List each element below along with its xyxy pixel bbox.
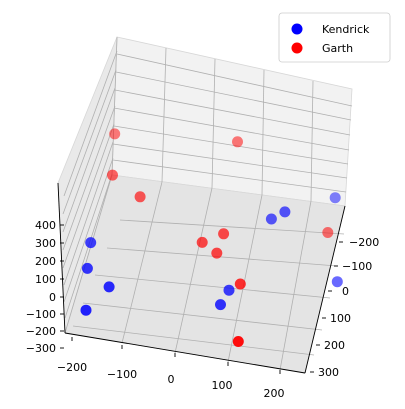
- z-tick-label: 400: [35, 219, 56, 232]
- scatter-point-kendrick: [80, 304, 92, 316]
- x-tick-label: 200: [264, 387, 285, 400]
- z-tick-label: 300: [35, 237, 56, 250]
- grid-line: [63, 157, 114, 303]
- grid-line: [63, 141, 114, 286]
- axis-lines: [57, 182, 346, 374]
- scatter-point-kendrick: [223, 284, 235, 296]
- z-axis-line: [57, 182, 66, 334]
- grid-line: [114, 89, 351, 136]
- scatter-point-kendrick: [331, 276, 343, 288]
- scatter-point-garth: [109, 128, 121, 140]
- y-tick-label: −200: [349, 236, 379, 249]
- grid-line: [119, 219, 345, 235]
- z-tick-label: −100: [26, 308, 56, 321]
- scatter-point-kendrick: [85, 237, 97, 249]
- grid-line: [62, 105, 116, 251]
- y-tick-label: 300: [318, 366, 339, 379]
- y-tick-label: 0: [342, 285, 349, 298]
- scatter-point-garth: [134, 191, 146, 203]
- legend-label-kendrick: Kendrick: [322, 23, 370, 36]
- grid-line: [62, 87, 116, 233]
- y-tick-labels: −200 −100 0 100 200 300: [318, 236, 379, 379]
- grid-line: [112, 143, 348, 179]
- grid-line: [261, 69, 265, 196]
- grid-line: [121, 181, 163, 344]
- x-tick-label: −200: [57, 361, 87, 374]
- x-tick-label: −100: [107, 368, 137, 381]
- grid-line: [111, 36, 118, 176]
- y-tick-label: 200: [324, 339, 345, 352]
- x-axis-line: [64, 332, 306, 374]
- grid-line: [115, 71, 352, 121]
- grid-line: [279, 200, 312, 371]
- grid-line: [82, 302, 323, 331]
- grid-line: [161, 47, 167, 183]
- grid-line: [227, 194, 263, 363]
- grid-line: [174, 187, 213, 354]
- x-tick-labels: −200 −100 0 100 200: [57, 361, 285, 400]
- scatter-point-kendrick: [103, 281, 115, 293]
- grid-line: [72, 325, 315, 356]
- z-tick-label: −300: [26, 342, 56, 355]
- pane-group: [57, 36, 353, 374]
- scatter-points: [80, 128, 343, 347]
- grid-line: [62, 69, 117, 215]
- grid-line: [113, 107, 350, 151]
- floor-pane: [64, 174, 346, 374]
- grid-line: [211, 58, 216, 189]
- scatter-point-garth: [196, 236, 208, 248]
- legend-marker-kendrick: [291, 23, 303, 35]
- scatter-point-garth: [211, 247, 223, 259]
- scatter-point-garth: [232, 136, 243, 148]
- scatter-point-kendrick: [215, 299, 226, 311]
- z-tick-labels: 400 300 200 100 0 −100 −200 −300: [26, 219, 56, 355]
- y-axis-line: [304, 205, 346, 374]
- scatter-point-kendrick: [279, 206, 291, 218]
- scatter-point-kendrick: [265, 213, 277, 225]
- x-tick-label: 0: [168, 373, 175, 386]
- z-tick-label: 100: [35, 273, 56, 286]
- legend-box: [278, 12, 391, 63]
- z-tick-label: 200: [35, 255, 56, 268]
- scatter-point-garth: [234, 278, 246, 290]
- scatter-point-garth: [218, 228, 230, 240]
- grid-line: [64, 174, 113, 334]
- z-tick-label: 0: [49, 291, 56, 304]
- legend: Kendrick Garth: [278, 12, 391, 63]
- legend-label-garth: Garth: [322, 42, 353, 55]
- y-tick-label: −100: [342, 260, 372, 273]
- grid-line: [63, 50, 118, 197]
- grid-lines: [62, 36, 353, 371]
- x-tick-label: 100: [212, 379, 233, 392]
- grid-line: [62, 123, 115, 269]
- grid-line: [94, 274, 331, 299]
- legend-marker-garth: [291, 42, 303, 54]
- grid-line: [106, 247, 338, 267]
- scatter-point-kendrick: [329, 192, 341, 204]
- grid-line: [112, 159, 347, 193]
- grid-line: [116, 53, 353, 107]
- y-tick-label: 100: [330, 312, 351, 325]
- grid-line: [310, 80, 314, 202]
- scatter-point-garth: [232, 336, 244, 347]
- scatter-point-garth: [322, 227, 334, 238]
- grid-line: [113, 125, 349, 165]
- scatter-point-garth: [107, 169, 118, 181]
- z-tick-label: −200: [26, 325, 56, 338]
- scatter-point-kendrick: [81, 262, 93, 274]
